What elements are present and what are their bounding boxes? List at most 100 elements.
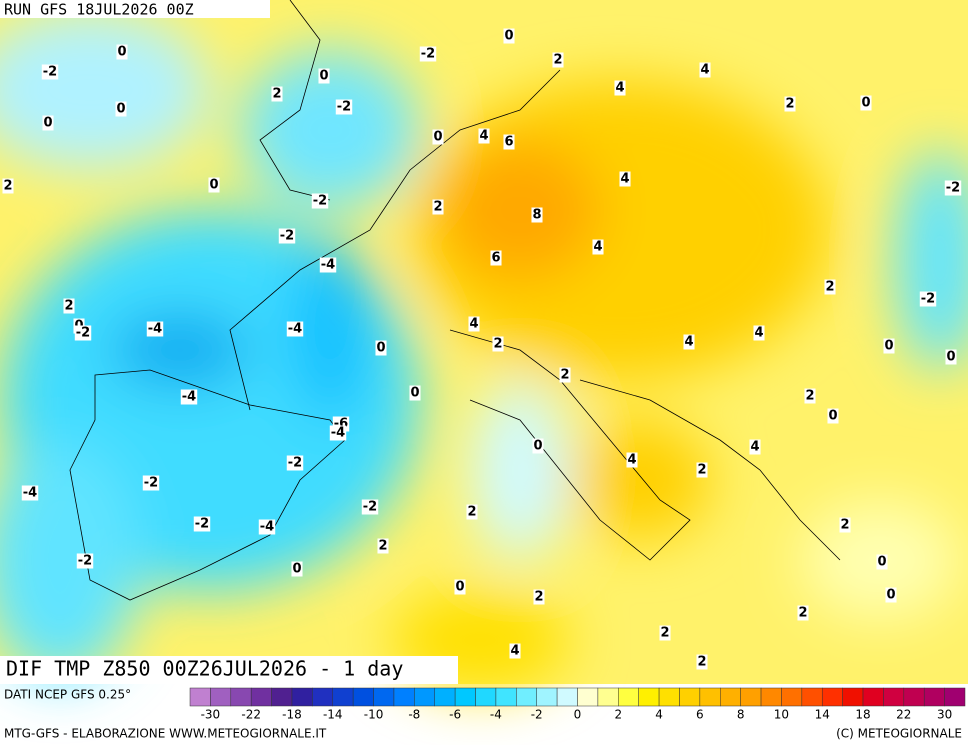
label-bg <box>466 504 478 520</box>
colorbar: -30 -22 -18 -14 -10 -8 -6 -4 -2 0 2 4 6 8 10 14 18 22 30 <box>189 687 966 722</box>
label-bg <box>944 180 962 196</box>
colorbar-swatch <box>638 687 660 707</box>
contour-label: 0 <box>209 178 218 193</box>
contour-label: 0 <box>433 130 442 145</box>
contour-label: 2 <box>493 337 502 352</box>
contour-label: 4 <box>615 81 624 96</box>
colorbar-swatch <box>475 687 497 707</box>
colorbar-label: -10 <box>364 708 384 722</box>
label-bg <box>142 475 160 491</box>
colorbar-swatch <box>658 687 680 707</box>
colorbar-label: -2 <box>531 708 543 722</box>
contour-label: 6 <box>504 135 513 150</box>
contour-label: 8 <box>532 208 541 223</box>
contour-label: 0 <box>877 555 886 570</box>
label-bg <box>21 485 39 501</box>
label-bg <box>361 499 379 515</box>
colorbar-swatch <box>618 687 639 707</box>
label-bg <box>271 86 283 102</box>
label-bg <box>804 388 816 404</box>
colorbar-swatch <box>250 687 272 707</box>
copyright: (C) METEOGIORNALE <box>836 727 962 741</box>
label-bg <box>432 199 444 215</box>
contour-label: -4 <box>288 322 302 337</box>
colorbar-label: -18 <box>282 708 302 722</box>
contour-label: 2 <box>697 463 706 478</box>
label-bg <box>784 96 796 112</box>
colorbar-label: 6 <box>696 708 704 722</box>
colorbar-label: 0 <box>574 708 582 722</box>
label-bg <box>696 654 708 670</box>
contour-label: 0 <box>116 102 125 117</box>
colorbar-label: 14 <box>815 708 830 722</box>
contour-label: 0 <box>292 562 301 577</box>
colorbar-swatch <box>454 687 476 707</box>
map-title: DIF TMP Z850 00Z26JUL2026 - 1 day <box>6 657 403 681</box>
label-bg <box>375 340 387 356</box>
map: -20-202402-20042004604-22-228-246-42-220… <box>0 0 968 690</box>
contour-label: 0 <box>455 580 464 595</box>
header-box <box>0 0 270 18</box>
label-bg <box>839 517 851 533</box>
credit: MTG-GFS - ELABORAZIONE WWW.METEOGIORNALE… <box>4 727 327 741</box>
label-bg <box>258 519 276 535</box>
label-bg <box>503 28 515 44</box>
label-bg <box>377 538 389 554</box>
contour-label: 4 <box>593 240 602 255</box>
contour-label: 2 <box>272 87 281 102</box>
label-bg <box>619 171 631 187</box>
contour-label: 2 <box>3 179 12 194</box>
label-bg <box>531 207 543 223</box>
colorbar-swatch <box>781 687 803 707</box>
colorbar-label: 22 <box>896 708 911 722</box>
colorbar-swatch <box>189 687 211 707</box>
label-bg <box>318 68 330 84</box>
label-bg <box>614 80 626 96</box>
label-bg <box>885 587 897 603</box>
contour-label: -4 <box>23 486 37 501</box>
label-bg <box>827 408 839 424</box>
colorbar-swatch <box>414 687 435 707</box>
contour-label: -2 <box>288 456 302 471</box>
colorbar-label: 18 <box>855 708 870 722</box>
label-bg <box>432 129 444 145</box>
label-bg <box>753 325 765 341</box>
colorbar-swatch <box>740 687 762 707</box>
colorbar-swatch <box>801 687 823 707</box>
label-bg <box>876 554 888 570</box>
label-bg <box>74 325 92 341</box>
colorbar-label: 30 <box>937 708 952 722</box>
run-label: RUN GFS 18JUL2026 00Z <box>4 1 194 19</box>
contour-label: 2 <box>467 505 476 520</box>
label-bg <box>883 338 895 354</box>
colorbar-swatch <box>597 687 619 707</box>
colorbar-swatch <box>699 687 721 707</box>
colorbar-label: -8 <box>408 708 420 722</box>
contour-label: -2 <box>76 326 90 341</box>
colorbar-swatch <box>679 687 701 707</box>
colorbar-label: 8 <box>737 708 745 722</box>
colorbar-swatch <box>332 687 354 707</box>
label-bg <box>683 334 695 350</box>
label-bg <box>945 349 957 365</box>
colorbar-swatch <box>903 687 925 707</box>
contour-label: 4 <box>700 63 709 78</box>
contour-label: 0 <box>861 96 870 111</box>
label-bg <box>509 643 521 659</box>
title-box <box>0 656 458 684</box>
label-bg <box>797 605 809 621</box>
colorbar-swatch <box>271 687 293 707</box>
contour-label: -4 <box>148 322 162 337</box>
contour-label: 0 <box>504 29 513 44</box>
colorbar-label: -4 <box>490 708 502 722</box>
label-bg <box>419 46 437 62</box>
colorbar-label: 10 <box>774 708 789 722</box>
label-bg <box>41 64 59 80</box>
source: DATI NCEP GFS 0.25° <box>4 688 131 702</box>
contour-label: 0 <box>410 386 419 401</box>
contour-label: 4 <box>479 129 488 144</box>
contour-label: -2 <box>363 500 377 515</box>
label-bg <box>468 316 480 332</box>
label-bg <box>329 425 347 441</box>
